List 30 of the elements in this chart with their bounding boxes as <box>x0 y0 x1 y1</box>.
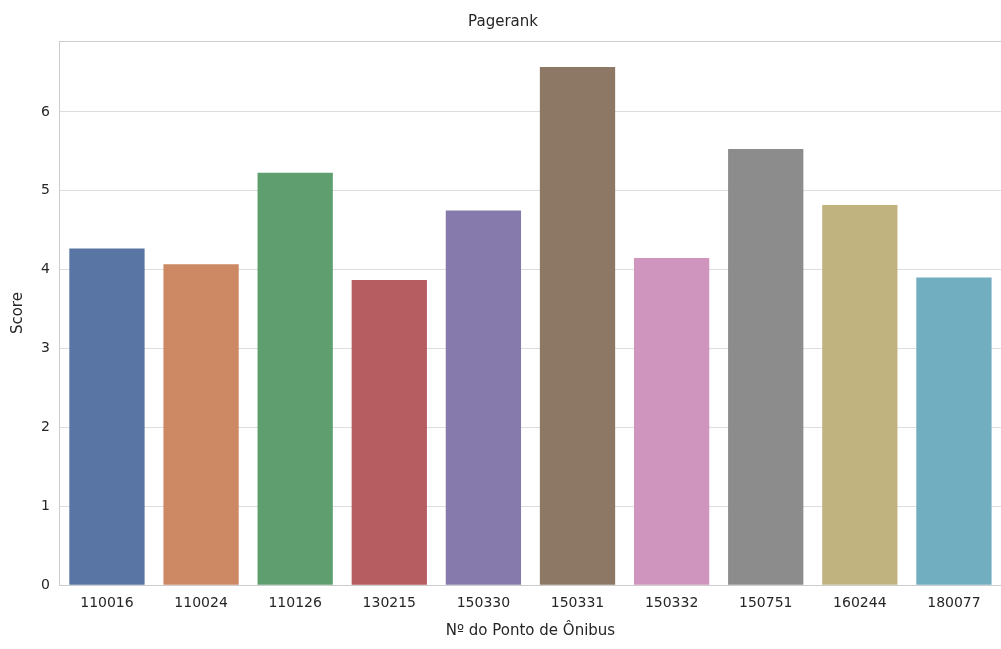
bar <box>539 67 616 585</box>
y-tick-label: 0 <box>40 575 50 592</box>
x-tick-label: 110016 <box>80 594 134 611</box>
bar <box>163 264 239 585</box>
bar <box>351 279 427 585</box>
bar <box>728 149 804 585</box>
bar <box>633 257 710 585</box>
x-tick-label: 130215 <box>362 594 417 611</box>
x-tick-label: 110126 <box>268 594 322 611</box>
bar <box>257 172 333 585</box>
bar <box>69 248 145 585</box>
x-axis-title: Nº do Ponto de Ônibus <box>445 619 616 639</box>
bar <box>822 205 898 585</box>
bar <box>445 210 522 585</box>
x-tick-label: 150751 <box>739 594 793 611</box>
y-tick-label: 6 <box>40 102 50 119</box>
y-tick-label: 3 <box>40 339 50 356</box>
y-axis-title: Score <box>7 292 26 335</box>
y-tick-label: 4 <box>40 260 50 277</box>
bar <box>916 277 992 585</box>
x-tick-label: 180077 <box>927 594 981 611</box>
y-tick-label: 5 <box>40 181 50 198</box>
x-tick-label: 110024 <box>174 594 228 611</box>
chart-title: Pagerank <box>468 11 539 30</box>
y-tick-label: 2 <box>40 418 50 435</box>
x-tick-label: 160244 <box>833 594 887 611</box>
y-tick-label: 1 <box>40 496 50 513</box>
x-tick-label: 150331 <box>550 594 605 611</box>
x-tick-label: 150330 <box>456 594 511 611</box>
x-tick-label: 150332 <box>644 594 699 611</box>
